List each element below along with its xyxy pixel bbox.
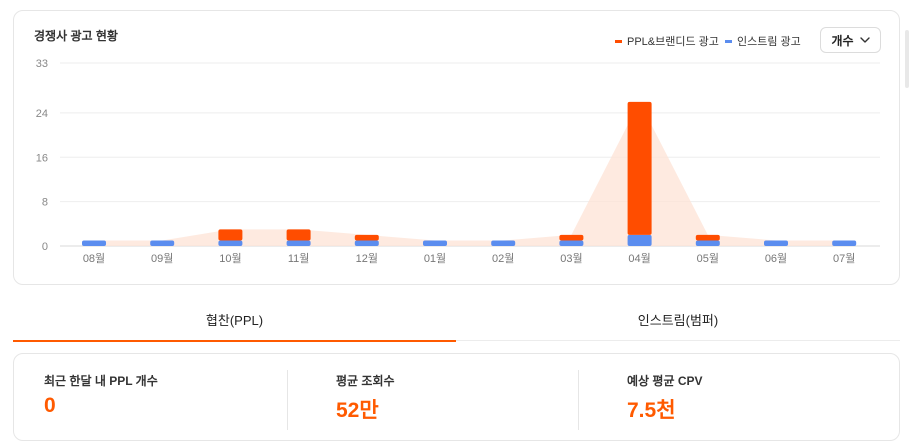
- x-tick-label: 05월: [697, 252, 719, 265]
- tab-bar: 협찬(PPL) 인스트림(범퍼): [13, 297, 900, 342]
- page-scrollbar[interactable]: [905, 30, 909, 88]
- bar-ppl: [695, 234, 720, 241]
- stats-card: 최근 한달 내 PPL 개수 0 평균 조회수 52만 예상 평균 CPV 7.…: [13, 353, 900, 441]
- x-tick-label: 10월: [219, 252, 241, 265]
- stat-label: 예상 평균 CPV: [627, 374, 703, 388]
- stat-label: 최근 한달 내 PPL 개수: [44, 374, 158, 388]
- bar-ppl: [627, 101, 652, 235]
- tab-active-indicator: [13, 340, 456, 342]
- y-tick-label: 24: [36, 108, 48, 120]
- legend-swatch-instream: [725, 39, 732, 43]
- stat-divider: [287, 370, 288, 430]
- x-tick-label: 03월: [560, 252, 582, 265]
- stat-value: 0: [44, 394, 56, 417]
- x-tick-label: 09월: [151, 252, 173, 265]
- bar-instream: [695, 240, 720, 246]
- bar-instream: [559, 240, 584, 246]
- chart-title: 경쟁사 광고 현황: [34, 29, 118, 43]
- x-tick-label: 11월: [288, 252, 310, 265]
- x-tick-label: 04월: [628, 252, 650, 265]
- x-tick-label: 02월: [492, 252, 514, 265]
- total-area: [94, 101, 845, 247]
- bar-instream: [832, 240, 857, 246]
- bar-instream: [764, 240, 788, 246]
- tab-instream[interactable]: 인스트림(범퍼): [637, 313, 719, 328]
- x-tick-label: 01월: [424, 252, 446, 265]
- count-dropdown-button[interactable]: 개수: [820, 27, 881, 53]
- tab-ppl[interactable]: 협찬(PPL): [205, 313, 264, 328]
- x-tick-label: 12월: [356, 252, 378, 265]
- bar-ppl: [354, 234, 379, 241]
- x-tick-label: 08월: [83, 252, 105, 265]
- y-tick-label: 8: [42, 197, 48, 209]
- bar-instream: [150, 240, 175, 246]
- stat-divider: [578, 370, 579, 430]
- stat-value: 7.5천: [627, 399, 676, 422]
- bar-instream: [491, 240, 516, 246]
- chart-plot: 0 8 16 24 33 08월 09월 10월 11월 12월 01월 02월 03월 04월 05월 06…: [36, 58, 880, 265]
- bar-ppl: [559, 234, 584, 241]
- legend-swatch-ppl: [615, 39, 622, 43]
- tab-bar-baseline: [13, 340, 900, 341]
- bar-ppl: [286, 229, 311, 241]
- chevron-down-icon: [859, 37, 870, 43]
- bar-instream: [423, 240, 447, 246]
- y-tick-label: 33: [36, 58, 48, 70]
- legend-label-instream: 인스트림 광고: [737, 36, 801, 48]
- y-tick-label: 16: [36, 152, 48, 164]
- legend-item-ppl: PPL&브랜디드 광고: [615, 33, 719, 49]
- bar-instream: [82, 240, 106, 246]
- bar-instream: [218, 240, 243, 246]
- stat-label: 평균 조회수: [336, 374, 395, 388]
- bar-instream: [354, 240, 379, 246]
- chart-card: 경쟁사 광고 현황 PPL&브랜디드 광고 인스트림 광고 개수 0 8 16 24 3…: [13, 10, 900, 285]
- legend-label-ppl: PPL&브랜디드 광고: [627, 36, 719, 48]
- bar-instream: [627, 234, 652, 246]
- count-dropdown-label: 개수: [831, 33, 854, 48]
- x-tick-label: 06월: [765, 252, 787, 265]
- stat-value: 52만: [336, 399, 379, 422]
- bar-ppl: [218, 229, 243, 241]
- x-tick-label: 07월: [833, 252, 855, 265]
- legend-item-instream: 인스트림 광고: [725, 33, 801, 49]
- bar-instream: [286, 240, 311, 246]
- y-tick-label: 0: [42, 241, 48, 253]
